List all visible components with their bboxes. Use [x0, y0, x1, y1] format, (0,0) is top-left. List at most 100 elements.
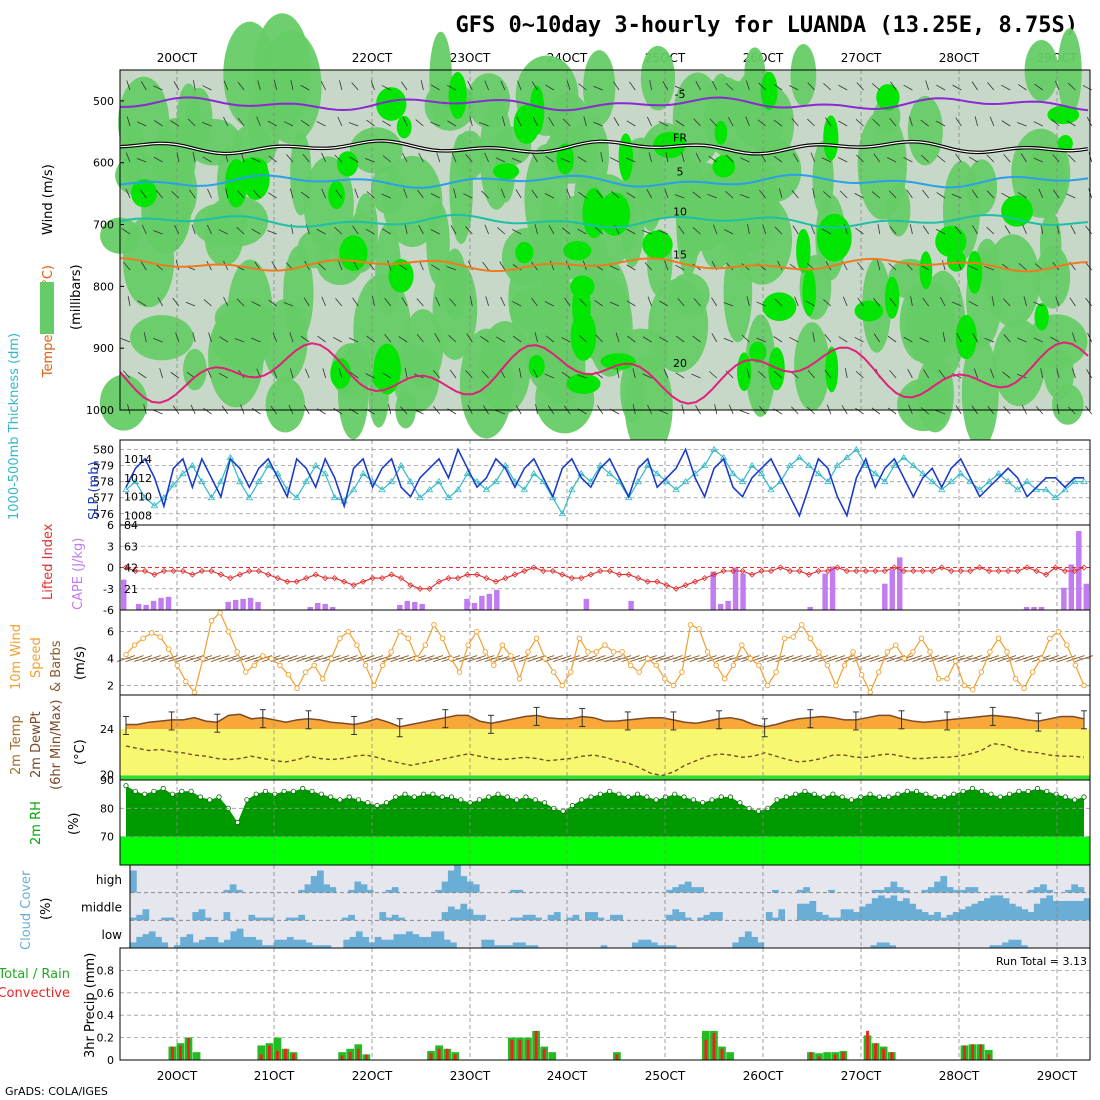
wind-barb: [416, 655, 435, 662]
wind-barb: [984, 337, 995, 343]
lifted-point: [388, 571, 395, 578]
thickness-point: [359, 469, 367, 477]
cloud-cell-middle: [597, 917, 605, 921]
rh-point: [774, 797, 780, 803]
lifted-tick: -3: [103, 583, 114, 596]
top-date-label: 20OCT: [157, 51, 198, 65]
thickness-point: [473, 477, 481, 485]
wind-barb: [335, 298, 343, 307]
wind-barb: [821, 157, 832, 163]
wind-barb: [595, 655, 615, 662]
wind-barb: [810, 224, 815, 235]
rh-point: [514, 797, 520, 803]
wind-speed-point: [764, 682, 771, 689]
wind-barb: [365, 373, 375, 379]
wind-barb: [759, 190, 767, 199]
wind-barb: [335, 189, 343, 199]
wind-barb: [611, 191, 620, 199]
wind-barb: [467, 655, 486, 662]
wind-barb: [810, 152, 815, 163]
wind-speed-point: [1047, 635, 1053, 642]
wind-barb: [658, 409, 669, 415]
lifted-point: [862, 567, 869, 575]
cloud-cell-low: [663, 945, 671, 948]
cloud-cell-low: [305, 942, 313, 948]
wind-barb: [725, 82, 734, 91]
wind-barb: [566, 188, 571, 199]
rh-contour-mid: [375, 222, 401, 316]
wind-barb: [273, 80, 278, 91]
rh-contour-mid: [1057, 28, 1082, 116]
cloud-cell-middle: [984, 898, 991, 921]
wind-barb: [202, 655, 221, 662]
wind-barb: [707, 194, 717, 199]
cloud-cell-low: [443, 939, 451, 948]
cloud-cell-high: [871, 889, 879, 893]
wind-barb: [789, 85, 799, 91]
cape-bar: [882, 583, 888, 610]
cloud-cell-middle: [479, 914, 486, 921]
wind-barb: [794, 296, 799, 307]
cloud-cell-low: [217, 942, 225, 948]
wind-speed-point: [337, 635, 343, 642]
isotherm-label: 10: [673, 205, 687, 218]
wind-barb: [1069, 297, 1076, 307]
temp-band: [120, 729, 1090, 776]
ylabel-wind-unit: (m/s): [73, 646, 88, 680]
wind-barb: [322, 368, 326, 379]
cloud-cell-middle: [528, 914, 536, 921]
rh-point: [207, 797, 213, 803]
lifted-point: [881, 567, 888, 575]
wind-barb: [725, 154, 734, 163]
wind-barb: [1085, 261, 1093, 271]
wind-speed-point: [875, 669, 882, 675]
wind-barb: [390, 655, 409, 662]
lifted-point: [208, 567, 215, 575]
cloud-cell-middle: [223, 912, 231, 921]
wind-barb: [122, 370, 131, 379]
wind-barb: [544, 301, 554, 307]
wind-barb: [402, 152, 408, 163]
wind-barb: [210, 655, 230, 662]
wind-barb: [664, 655, 683, 662]
wind-barb: [648, 152, 652, 163]
lifted-point: [483, 575, 490, 582]
rh-point: [830, 791, 836, 797]
lifted-point: [293, 578, 300, 585]
top-date-label: 28OCT: [939, 51, 980, 65]
wind-barb: [279, 655, 298, 662]
precip-total-bar: [548, 1052, 557, 1060]
wind-barb: [693, 298, 701, 307]
wind-speed-point: [704, 649, 711, 655]
thickness-point: [852, 445, 861, 453]
cloud-cell-high: [310, 876, 318, 893]
wind-barb: [675, 264, 685, 271]
precip-conv-bar: [429, 1053, 433, 1060]
cloud-cell-middle: [198, 909, 206, 921]
wind-barb: [709, 371, 718, 379]
precip-conv-bar: [170, 1046, 174, 1060]
cloud-cell-middle: [167, 917, 175, 921]
cape-bar: [315, 602, 321, 610]
cape-bar: [807, 606, 813, 610]
cloud-cell-middle: [1052, 900, 1060, 921]
cloud-cell-low: [506, 945, 514, 948]
wind-barb: [333, 408, 343, 415]
wind-barb: [236, 227, 245, 235]
thickness-point: [805, 461, 813, 469]
wind-barb: [878, 655, 897, 662]
wind-barb: [626, 192, 636, 199]
cape-bar: [822, 573, 828, 610]
cloud-cell-low: [525, 945, 533, 948]
precip-conv-bar: [542, 1048, 546, 1060]
wind-barb: [626, 264, 636, 271]
lifted-point: [796, 567, 803, 575]
wind-barb: [887, 335, 897, 343]
thickness-point: [738, 477, 747, 485]
rh-tick: 70: [100, 831, 114, 844]
lifted-point: [824, 567, 831, 575]
wind-speed-point: [995, 635, 1002, 642]
lifted-point: [284, 578, 291, 585]
